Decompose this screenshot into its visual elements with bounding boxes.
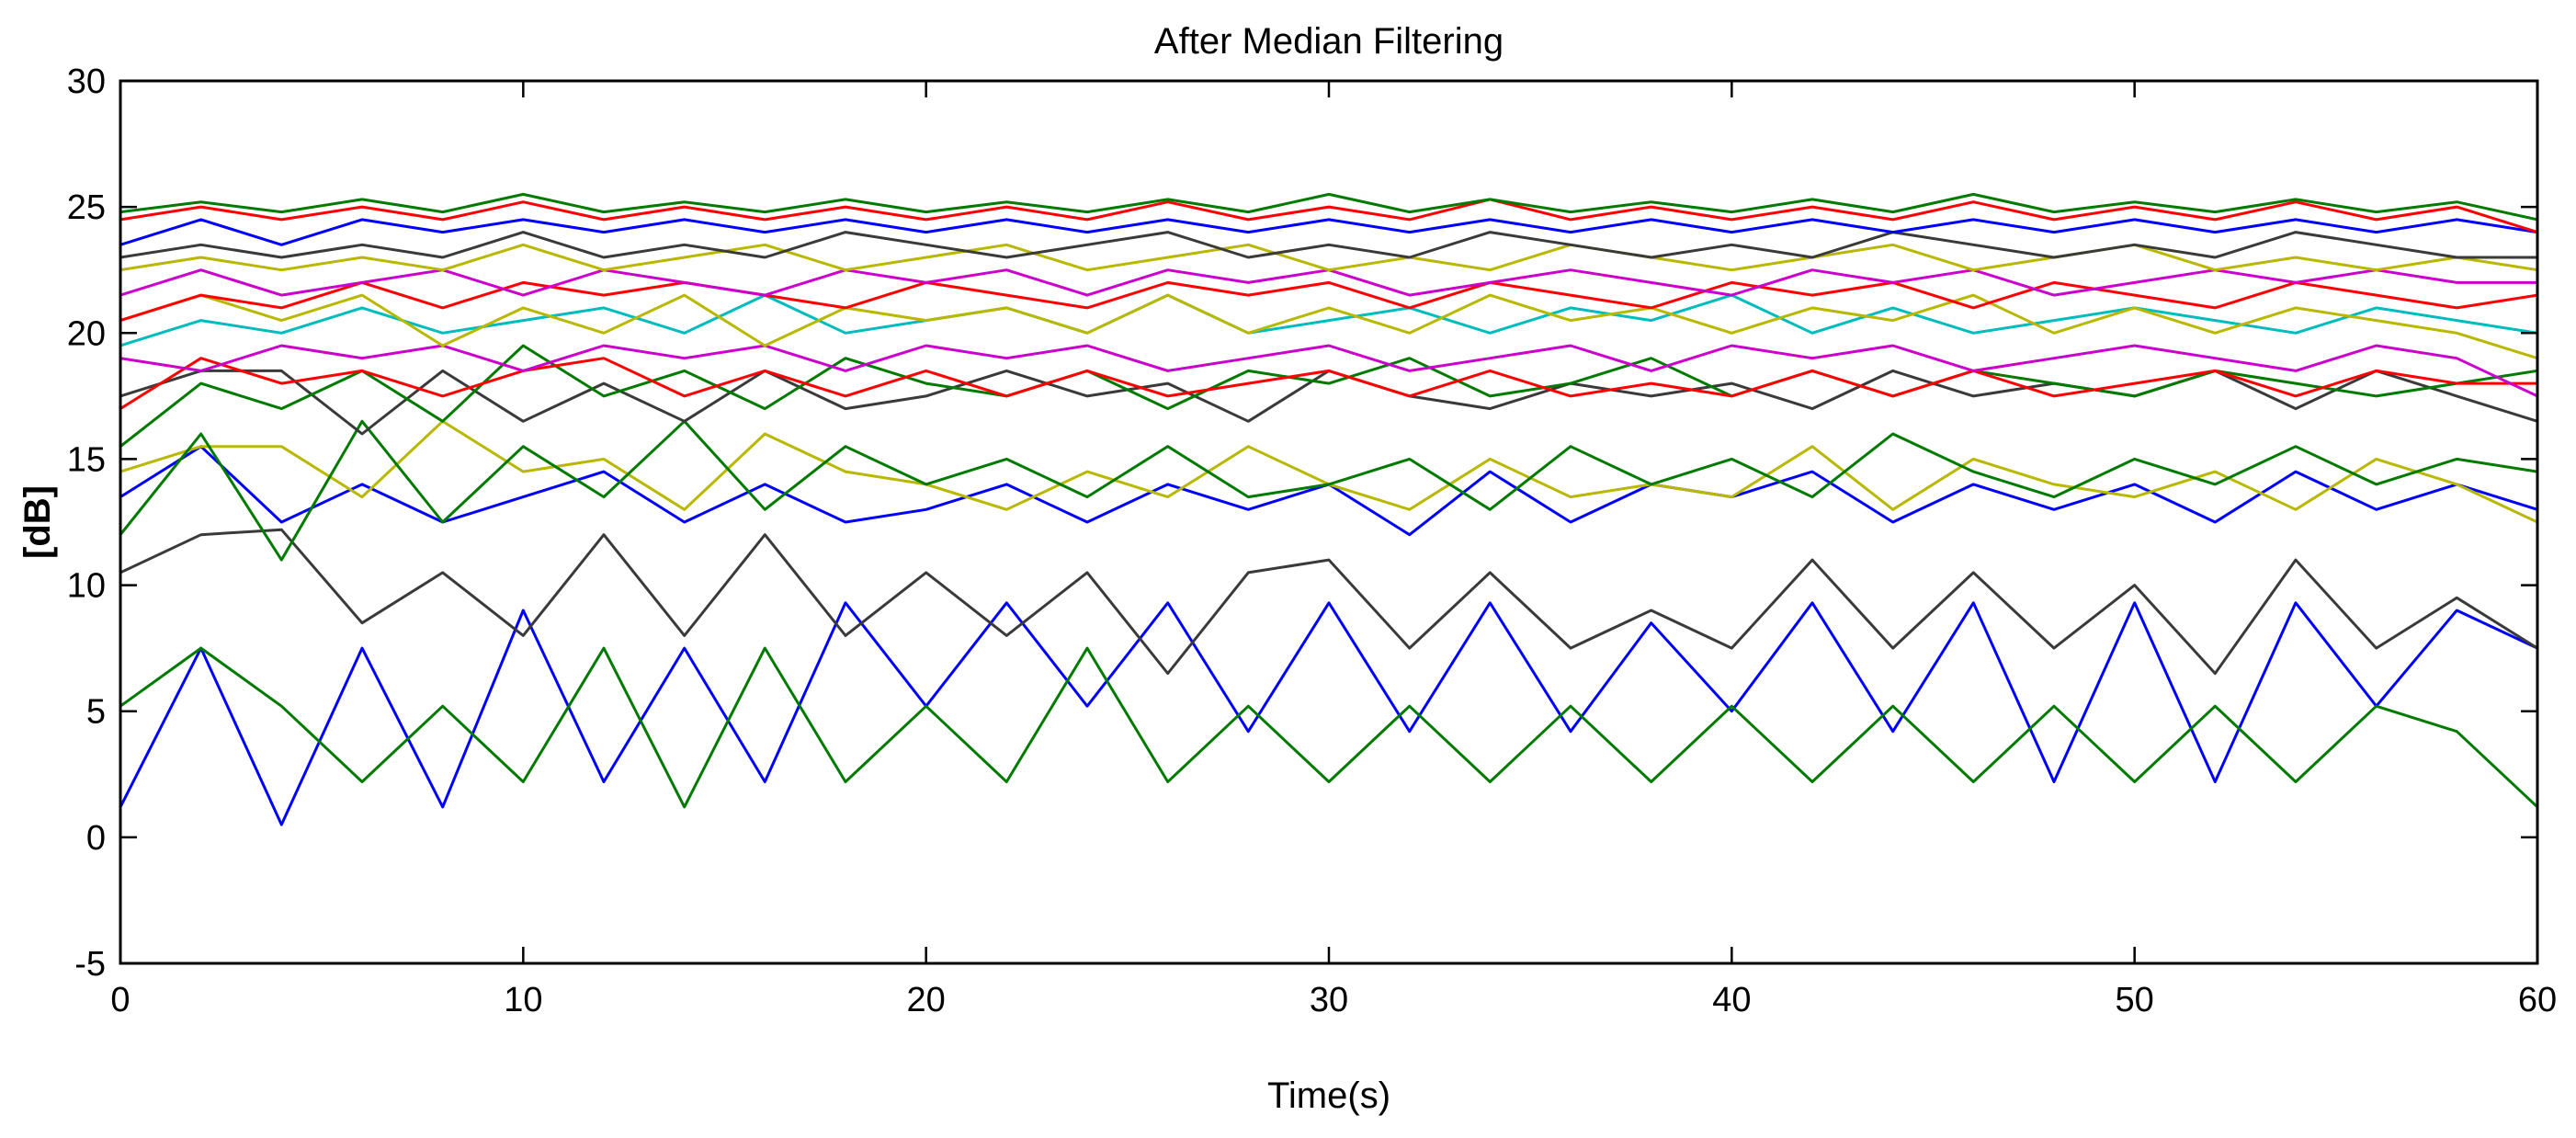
x-axis: 0 10 20 30 40 50 60 [110, 81, 2557, 1019]
series-line-7 [120, 369, 2537, 436]
y-tick-label: 10 [67, 567, 106, 606]
x-tick-label: 30 [1310, 981, 1348, 1019]
series-line-16 [120, 231, 2537, 259]
series-line-2 [120, 646, 2537, 809]
series-layer [120, 192, 2537, 826]
chart-title: After Median Filtering [1154, 21, 1504, 62]
y-axis-label: [dB] [17, 485, 58, 559]
series-line-8 [120, 344, 2537, 448]
y-tick-label: 5 [86, 693, 106, 732]
series-line-19 [120, 192, 2537, 222]
series-line-10 [120, 344, 2537, 398]
series-line-6 [120, 419, 2537, 562]
y-tick-label: 15 [67, 440, 106, 479]
y-axis: -5 0 5 10 15 20 25 30 [67, 63, 2537, 984]
x-tick-label: 20 [907, 981, 946, 1019]
series-line-1 [120, 601, 2537, 826]
series-line-15 [120, 243, 2537, 272]
x-tick-label: 0 [110, 981, 130, 1019]
series-line-17 [120, 218, 2537, 246]
y-tick-label: 25 [67, 188, 106, 227]
x-tick-label: 60 [2518, 981, 2557, 1019]
x-tick-label: 50 [2116, 981, 2154, 1019]
y-tick-label: -5 [74, 945, 106, 984]
y-tick-label: 20 [67, 314, 106, 353]
x-tick-label: 40 [1712, 981, 1751, 1019]
y-tick-label: 0 [86, 819, 106, 858]
series-line-13 [120, 280, 2537, 323]
x-axis-label: Time(s) [1267, 1075, 1390, 1116]
series-line-18 [120, 198, 2537, 234]
y-tick-label: 30 [67, 63, 106, 101]
series-line-3 [120, 528, 2537, 676]
series-line-4 [120, 445, 2537, 537]
x-tick-label: 10 [504, 981, 542, 1019]
series-line-12 [120, 293, 2537, 360]
